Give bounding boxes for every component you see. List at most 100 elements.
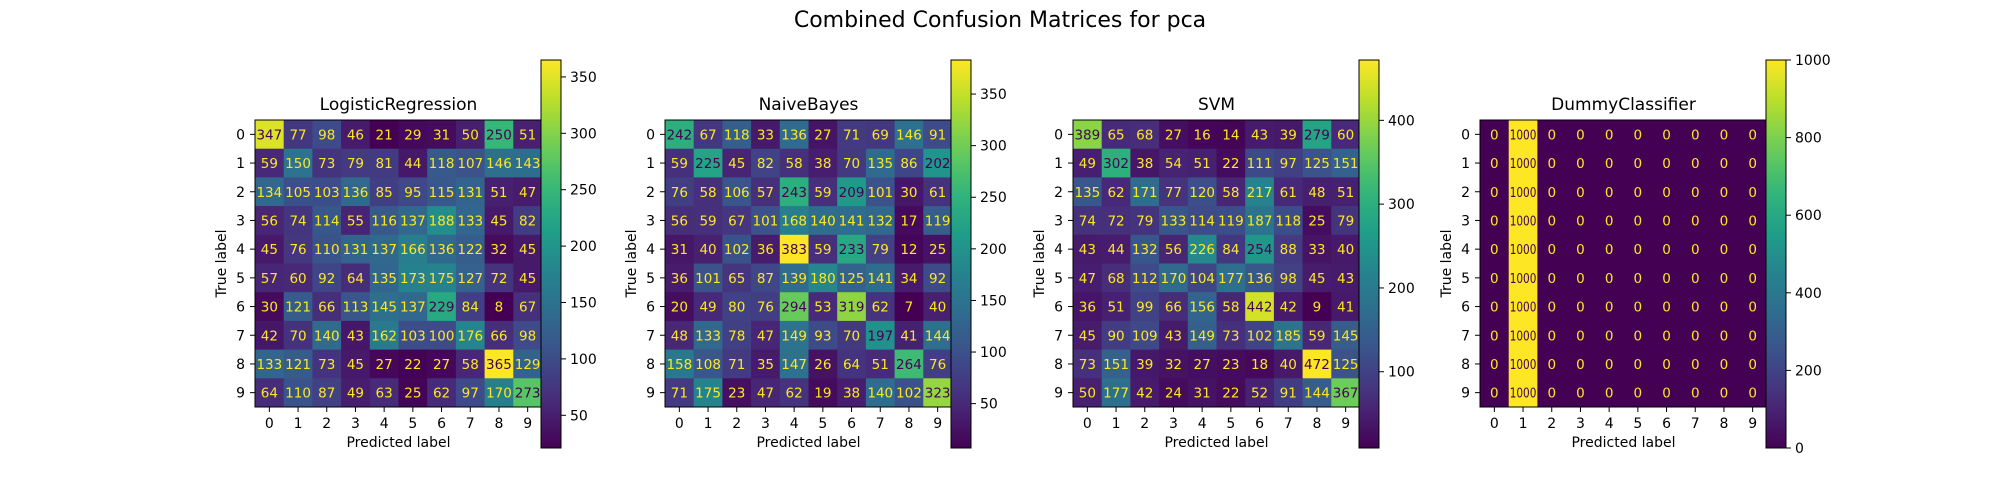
heatmap-cell [1073, 320, 1103, 351]
cell-value-label: 33 [1308, 242, 1325, 258]
heatmap-cell [1566, 177, 1596, 207]
cell-value-label: 76 [757, 300, 774, 316]
heatmap-cell [1652, 349, 1682, 379]
heatmap-cell [1159, 177, 1189, 207]
cell-value-label: 0 [1691, 156, 1700, 172]
cell-value-label: 40 [1280, 357, 1297, 373]
cell-value-label: 73 [1079, 357, 1096, 373]
cell-value-label: 76 [289, 242, 306, 258]
cell-value-label: 36 [1079, 300, 1096, 316]
heatmap-cell [779, 177, 809, 207]
colorbar-tick-label: 100 [1388, 365, 1415, 381]
heatmap-cell [1187, 120, 1217, 150]
heatmap-cell [894, 148, 924, 178]
cell-value-label: 0 [1605, 127, 1614, 143]
cell-value-label: 52 [1251, 386, 1268, 402]
cell-value-label: 135 [1074, 185, 1100, 201]
cell-value-label: 0 [1605, 300, 1614, 316]
heatmap-cell [1594, 292, 1624, 322]
y-tick-label: 7 [1461, 328, 1470, 344]
heatmap-cell [808, 320, 838, 351]
cell-value-label: 86 [900, 156, 917, 172]
heatmap-cell [1187, 349, 1217, 379]
heatmap-cell [693, 349, 723, 379]
heatmap-cell [398, 349, 428, 379]
cell-value-label: 233 [839, 242, 865, 258]
heatmap-cell [1566, 292, 1596, 322]
y-tick-label: 7 [236, 328, 245, 344]
cell-value-label: 14 [1222, 127, 1239, 143]
x-tick-label: 7 [1691, 416, 1700, 432]
heatmap-cell [837, 177, 867, 207]
cell-value-label: 217 [1247, 185, 1273, 201]
cell-value-label: 60 [1337, 127, 1354, 143]
heatmap-cell [1566, 320, 1596, 351]
heatmap-cell [255, 120, 285, 150]
cell-value-label: 100 [429, 328, 455, 344]
heatmap-cell [1101, 148, 1131, 178]
x-tick-label: 8 [494, 416, 503, 432]
cell-value-label: 45 [490, 213, 507, 229]
heatmap-cell [1508, 292, 1538, 322]
heatmap-cell [255, 263, 285, 293]
y-axis-label: True label [1439, 229, 1455, 298]
heatmap-cell [693, 263, 723, 293]
heatmap-cell [665, 120, 695, 150]
cell-value-label: 47 [757, 328, 774, 344]
cell-value-label: 58 [1222, 300, 1239, 316]
cell-value-label: 113 [343, 300, 369, 316]
y-tick-label: 3 [1054, 213, 1063, 229]
cell-value-label: 71 [671, 386, 688, 402]
x-tick-label: 3 [1576, 416, 1585, 432]
heatmap-cell [1709, 378, 1739, 408]
heatmap-cell [1709, 206, 1739, 236]
cell-value-label: 0 [1748, 300, 1757, 316]
y-tick-label: 8 [1461, 357, 1470, 373]
heatmap-cell [1331, 349, 1361, 379]
cell-value-label: 0 [1634, 328, 1643, 344]
heatmap-cell [808, 234, 838, 264]
heatmap-cell [341, 263, 371, 293]
heatmap-cell [1073, 177, 1103, 207]
cell-value-label: 0 [1490, 185, 1499, 201]
heatmap-cell [894, 177, 924, 207]
cell-value-label: 0 [1605, 357, 1614, 373]
heatmap-cell [1480, 177, 1510, 207]
cell-value-label: 77 [289, 127, 306, 143]
heatmap-cell [1738, 320, 1768, 351]
x-tick-label: 8 [1719, 416, 1728, 432]
cell-value-label: 39 [1280, 127, 1297, 143]
cell-value-label: 44 [1107, 242, 1124, 258]
heatmap-cell [722, 349, 752, 379]
heatmap-cell [808, 177, 838, 207]
cell-value-label: 170 [1161, 271, 1187, 287]
cell-value-label: 119 [1218, 213, 1244, 229]
cell-value-label: 27 [433, 357, 450, 373]
cell-value-label: 0 [1634, 386, 1643, 402]
heatmap-cell [665, 349, 695, 379]
cell-value-label: 0 [1748, 185, 1757, 201]
cell-value-label: 27 [1165, 127, 1182, 143]
cell-value-label: 70 [843, 328, 860, 344]
heatmap-cell [1159, 234, 1189, 264]
cell-value-label: 40 [699, 242, 716, 258]
cell-value-label: 105 [285, 185, 311, 201]
heatmap-cell [1101, 177, 1131, 207]
cell-value-label: 135 [371, 271, 397, 287]
heatmap-cell [1245, 320, 1275, 351]
cell-value-label: 242 [666, 127, 692, 143]
heatmap-cell [513, 378, 543, 408]
cell-value-label: 90 [1107, 328, 1124, 344]
heatmap-cell [1709, 234, 1739, 264]
heatmap-cell [1508, 263, 1538, 293]
cell-value-label: 442 [1247, 300, 1273, 316]
y-tick-label: 6 [1461, 300, 1470, 316]
heatmap-cell [1680, 263, 1711, 293]
heatmap-cell [1216, 177, 1246, 207]
cell-value-label: 176 [457, 328, 483, 344]
heatmap-cell [1508, 320, 1538, 351]
heatmap-cell [484, 148, 514, 178]
cell-value-label: 62 [872, 300, 889, 316]
heatmap-cell [513, 206, 543, 236]
cell-value-label: 65 [1107, 127, 1124, 143]
